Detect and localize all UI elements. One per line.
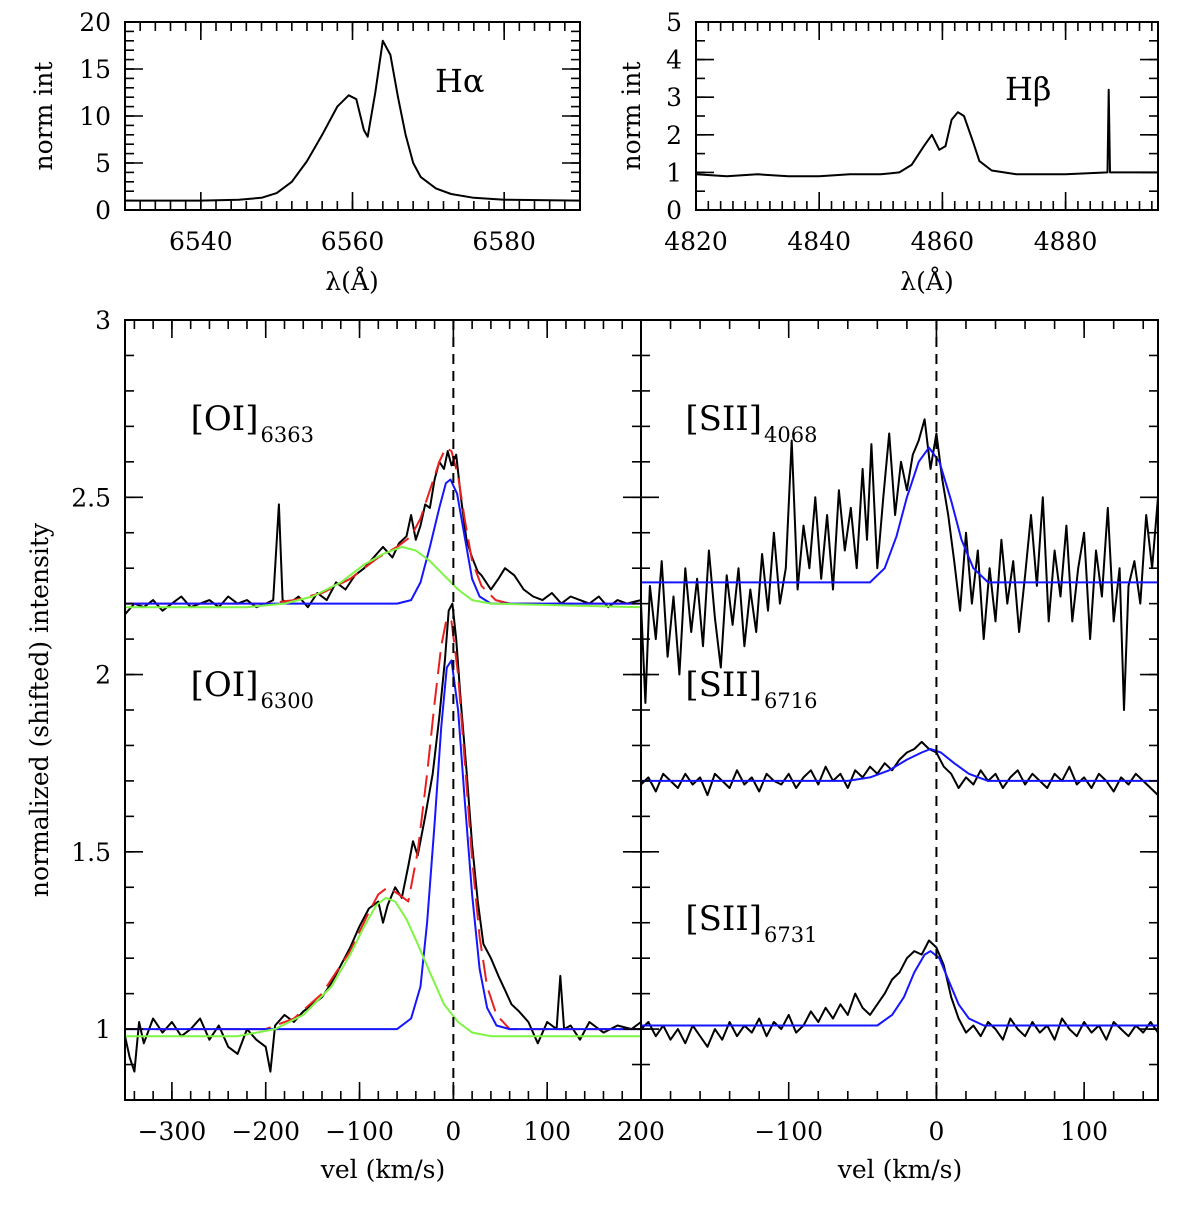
series--oi-6363-observed <box>125 450 641 615</box>
series--oi-6300-narrow <box>125 659 641 1031</box>
panel-oi: −300 −200 −100 0 100 200 1 1.5 2 2.5 3 vel (km/s) no… <box>25 306 665 1184</box>
plot-frame <box>124 21 581 211</box>
x-tick-label: 6540 <box>169 227 233 256</box>
species-label: [OI] <box>191 665 259 705</box>
line-label: Hα <box>435 62 485 100</box>
x-tick-label: 4840 <box>787 227 851 256</box>
series--sii-6716-fit <box>641 748 1158 782</box>
x-tick-label: 100 <box>523 1117 571 1146</box>
x-tick-label: 4860 <box>911 227 975 256</box>
y-tick-label: 2 <box>95 661 111 690</box>
line-label: Hβ <box>1005 70 1051 108</box>
series-spectrum <box>696 88 1158 178</box>
x-axis-title: vel (km/s) <box>320 1155 445 1184</box>
species-subscript: 6300 <box>261 689 314 713</box>
series--sii-4068-observed <box>641 418 1158 711</box>
series--oi-6300-broad <box>125 896 641 1038</box>
x-tick-label: 100 <box>1060 1117 1108 1146</box>
series-group <box>696 88 1158 178</box>
y-axis-title: norm int <box>617 62 646 171</box>
y-tick-label: 1.5 <box>71 838 111 867</box>
y-axis-title: norm int <box>29 62 58 171</box>
series--sii-4068-fit <box>641 446 1158 584</box>
series--oi-6363-broad <box>125 545 641 609</box>
x-tick-label: 6560 <box>321 227 385 256</box>
series-group <box>125 446 641 1073</box>
x-tick-label: 0 <box>928 1117 944 1146</box>
x-tick-label: 200 <box>617 1117 665 1146</box>
x-axis-title: λ(Å) <box>900 266 953 296</box>
series-group <box>641 418 1158 1048</box>
y-tick-label: 10 <box>79 102 111 131</box>
y-tick-label: 4 <box>666 46 682 75</box>
series--sii-6716-observed <box>641 740 1158 797</box>
series--oi-6300-observed <box>125 602 641 1073</box>
x-tick-label: −200 <box>231 1117 300 1146</box>
x-axis-title: vel (km/s) <box>837 1155 962 1184</box>
plot-frame <box>695 21 1159 211</box>
series--oi-6300-fit-total <box>125 616 641 1031</box>
y-tick-label: 0 <box>95 196 111 225</box>
x-tick-label: 4820 <box>664 227 728 256</box>
species-label: [SII] <box>685 665 762 705</box>
species-label: [OI] <box>191 399 259 439</box>
series-spectrum <box>125 39 580 202</box>
x-tick-label: −100 <box>325 1117 394 1146</box>
x-tick-label: 4880 <box>1034 227 1098 256</box>
y-tick-label: 3 <box>666 83 682 112</box>
panel-halpha: 6540 6560 6580 0 5 10 15 20 λ(Å) norm int Hα <box>29 8 581 296</box>
y-tick-label: 3 <box>95 306 111 335</box>
species-subscript: 6716 <box>764 689 817 713</box>
x-tick-label: −300 <box>138 1117 207 1146</box>
x-tick-label: −100 <box>754 1117 823 1146</box>
species-subscript: 6363 <box>261 423 314 447</box>
species-subscript: 6731 <box>764 923 817 947</box>
y-tick-label: 2 <box>666 121 682 150</box>
x-axis-title: λ(Å) <box>325 266 378 296</box>
y-tick-label: 1 <box>95 1015 111 1044</box>
y-tick-label: 20 <box>79 8 111 37</box>
series--oi-6363-fit-total <box>125 446 641 605</box>
species-label: [SII] <box>685 899 762 939</box>
series--oi-6363-narrow <box>125 478 641 605</box>
y-tick-label: 0 <box>666 196 682 225</box>
x-tick-label: 6580 <box>472 227 536 256</box>
species-label: [SII] <box>685 399 762 439</box>
x-tick-label: 0 <box>445 1117 461 1146</box>
series--sii-6731-observed <box>641 939 1158 1048</box>
species-subscript: 4068 <box>764 423 817 447</box>
series-group <box>125 39 580 202</box>
y-tick-label: 2.5 <box>71 483 111 512</box>
y-tick-label: 5 <box>95 149 111 178</box>
y-axis-title: normalized (shifted) intensity <box>25 522 54 897</box>
y-tick-label: 1 <box>666 158 682 187</box>
series--sii-6731-fit <box>641 950 1158 1027</box>
y-tick-label: 5 <box>666 8 682 37</box>
y-tick-label: 15 <box>79 55 111 84</box>
panel-hbeta: 4820 4840 4860 4880 0 1 2 3 4 5 λ(Å) norm int Hβ <box>617 8 1159 296</box>
